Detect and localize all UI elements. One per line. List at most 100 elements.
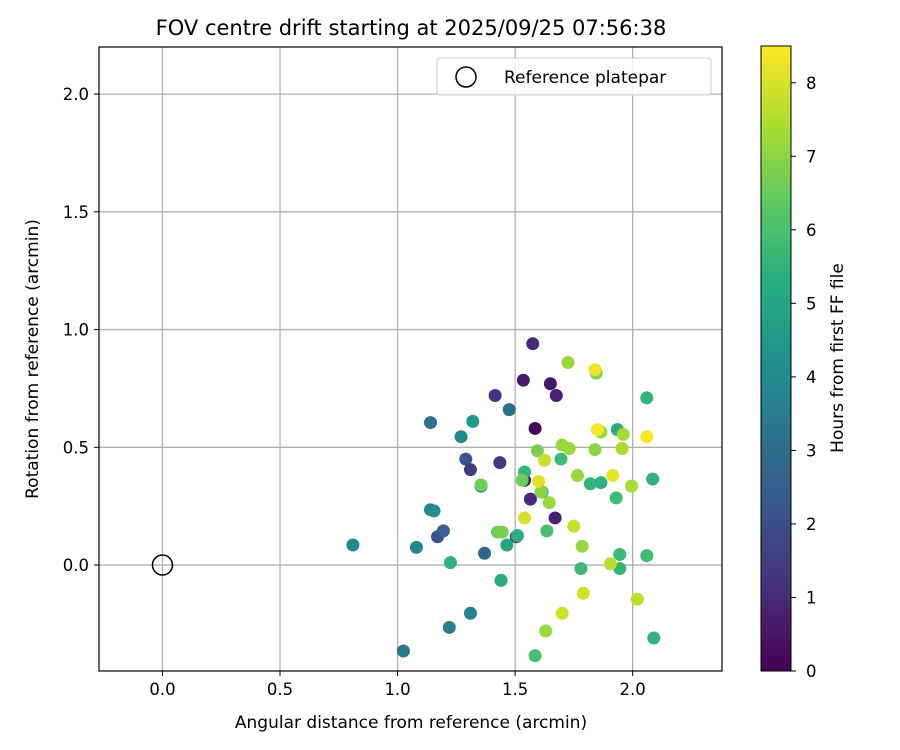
data-point [561, 356, 575, 370]
data-point [515, 473, 529, 487]
colorbar-tick-label: 1 [806, 588, 817, 607]
data-point [466, 414, 480, 428]
data-point [528, 421, 542, 435]
data-point [549, 388, 563, 402]
data-point [523, 492, 537, 506]
colorbar-tick-label: 8 [806, 74, 817, 93]
x-tick-label: 2.0 [620, 680, 646, 699]
data-point [534, 485, 548, 499]
data-point [588, 363, 602, 377]
data-point [495, 525, 509, 539]
data-point [409, 540, 423, 554]
data-point [538, 453, 552, 467]
data-point [493, 456, 507, 470]
colorbar-tick-label: 6 [806, 221, 817, 240]
data-point [630, 592, 644, 606]
data-point [624, 479, 638, 493]
legend-label-reference: Reference platepar [504, 68, 666, 88]
data-point [555, 606, 569, 620]
x-tick-label: 0.5 [267, 680, 293, 699]
data-point [528, 649, 542, 663]
x-tick-label: 1.5 [502, 680, 528, 699]
data-point [548, 511, 562, 525]
data-point [474, 478, 488, 492]
colorbar-tick-label: 3 [806, 441, 817, 460]
data-point [502, 403, 516, 417]
data-point [646, 472, 660, 486]
legend: Reference platepar [436, 57, 712, 96]
colorbar-tick-label: 5 [806, 294, 817, 313]
data-point [575, 539, 589, 553]
data-point [576, 586, 590, 600]
data-point [554, 452, 568, 466]
data-point [427, 504, 441, 518]
data-point [436, 524, 450, 538]
axes-frame [98, 46, 723, 672]
chart-title: FOV centre drift starting at 2025/09/25 … [156, 16, 667, 40]
data-point [542, 496, 556, 510]
data-point [459, 452, 473, 466]
data-point [463, 463, 477, 477]
data-point [442, 620, 456, 634]
data-point [613, 547, 627, 561]
data-point [478, 546, 492, 560]
x-tick-label: 0.0 [149, 680, 175, 699]
data-point [463, 606, 477, 620]
data-point [346, 538, 360, 552]
data-point [510, 529, 524, 543]
y-tick-label: 2.0 [63, 85, 89, 104]
legend-marker-reference [455, 66, 477, 88]
data-point [640, 549, 654, 563]
data-point [588, 443, 602, 457]
data-point [583, 477, 597, 491]
data-point [530, 444, 544, 458]
x-axis-label: Angular distance from reference (arcmin) [235, 713, 587, 733]
data-point [500, 538, 514, 552]
colorbar-gradient [760, 45, 792, 672]
data-point [516, 373, 530, 387]
data-point [423, 416, 437, 430]
y-tick-label: 1.5 [63, 203, 89, 222]
data-point [532, 474, 546, 488]
data-point [543, 377, 557, 391]
data-point [562, 441, 576, 455]
legend-box [436, 57, 712, 96]
data-point [488, 388, 502, 402]
data-point [603, 557, 617, 571]
x-tick-label: 1.0 [384, 680, 410, 699]
colorbar-tick-label: 0 [806, 662, 817, 681]
data-point [594, 476, 608, 490]
y-tick-label: 0.5 [63, 438, 89, 457]
colorbar-tick-label: 2 [806, 515, 817, 534]
data-point [443, 556, 457, 570]
colorbar: 0 1 2 3 4 5 6 7 8 Hours from first FF file [760, 45, 848, 681]
data-point [540, 524, 554, 538]
data-point [454, 430, 468, 444]
y-axis-label: Rotation from reference (arcmin) [23, 219, 43, 499]
data-point [396, 644, 410, 658]
data-point [526, 337, 540, 351]
data-point [616, 427, 630, 441]
plot-area: 0.0 0.5 1.0 1.5 2.0 0.0 0.5 1.0 1.5 2.0 [63, 46, 723, 699]
data-point [590, 423, 604, 437]
colorbar-tick-label: 7 [806, 147, 817, 166]
data-point [609, 491, 623, 505]
data-point [567, 519, 581, 533]
data-point [570, 469, 584, 483]
data-point [606, 469, 620, 483]
data-point [574, 562, 588, 576]
y-tick-label: 0.0 [63, 556, 89, 575]
colorbar-label: Hours from first FF file [828, 263, 848, 453]
data-point [640, 430, 654, 444]
colorbar-ticks: 0 1 2 3 4 5 6 7 8 [791, 74, 817, 681]
data-point [518, 511, 532, 525]
colorbar-tick-label: 4 [806, 368, 817, 387]
data-point [539, 624, 553, 638]
data-point [494, 573, 508, 587]
data-point [640, 391, 654, 405]
data-point [615, 441, 629, 455]
data-point [647, 631, 661, 645]
y-tick-label: 1.0 [63, 321, 89, 340]
reference-platepar-marker [151, 554, 174, 576]
